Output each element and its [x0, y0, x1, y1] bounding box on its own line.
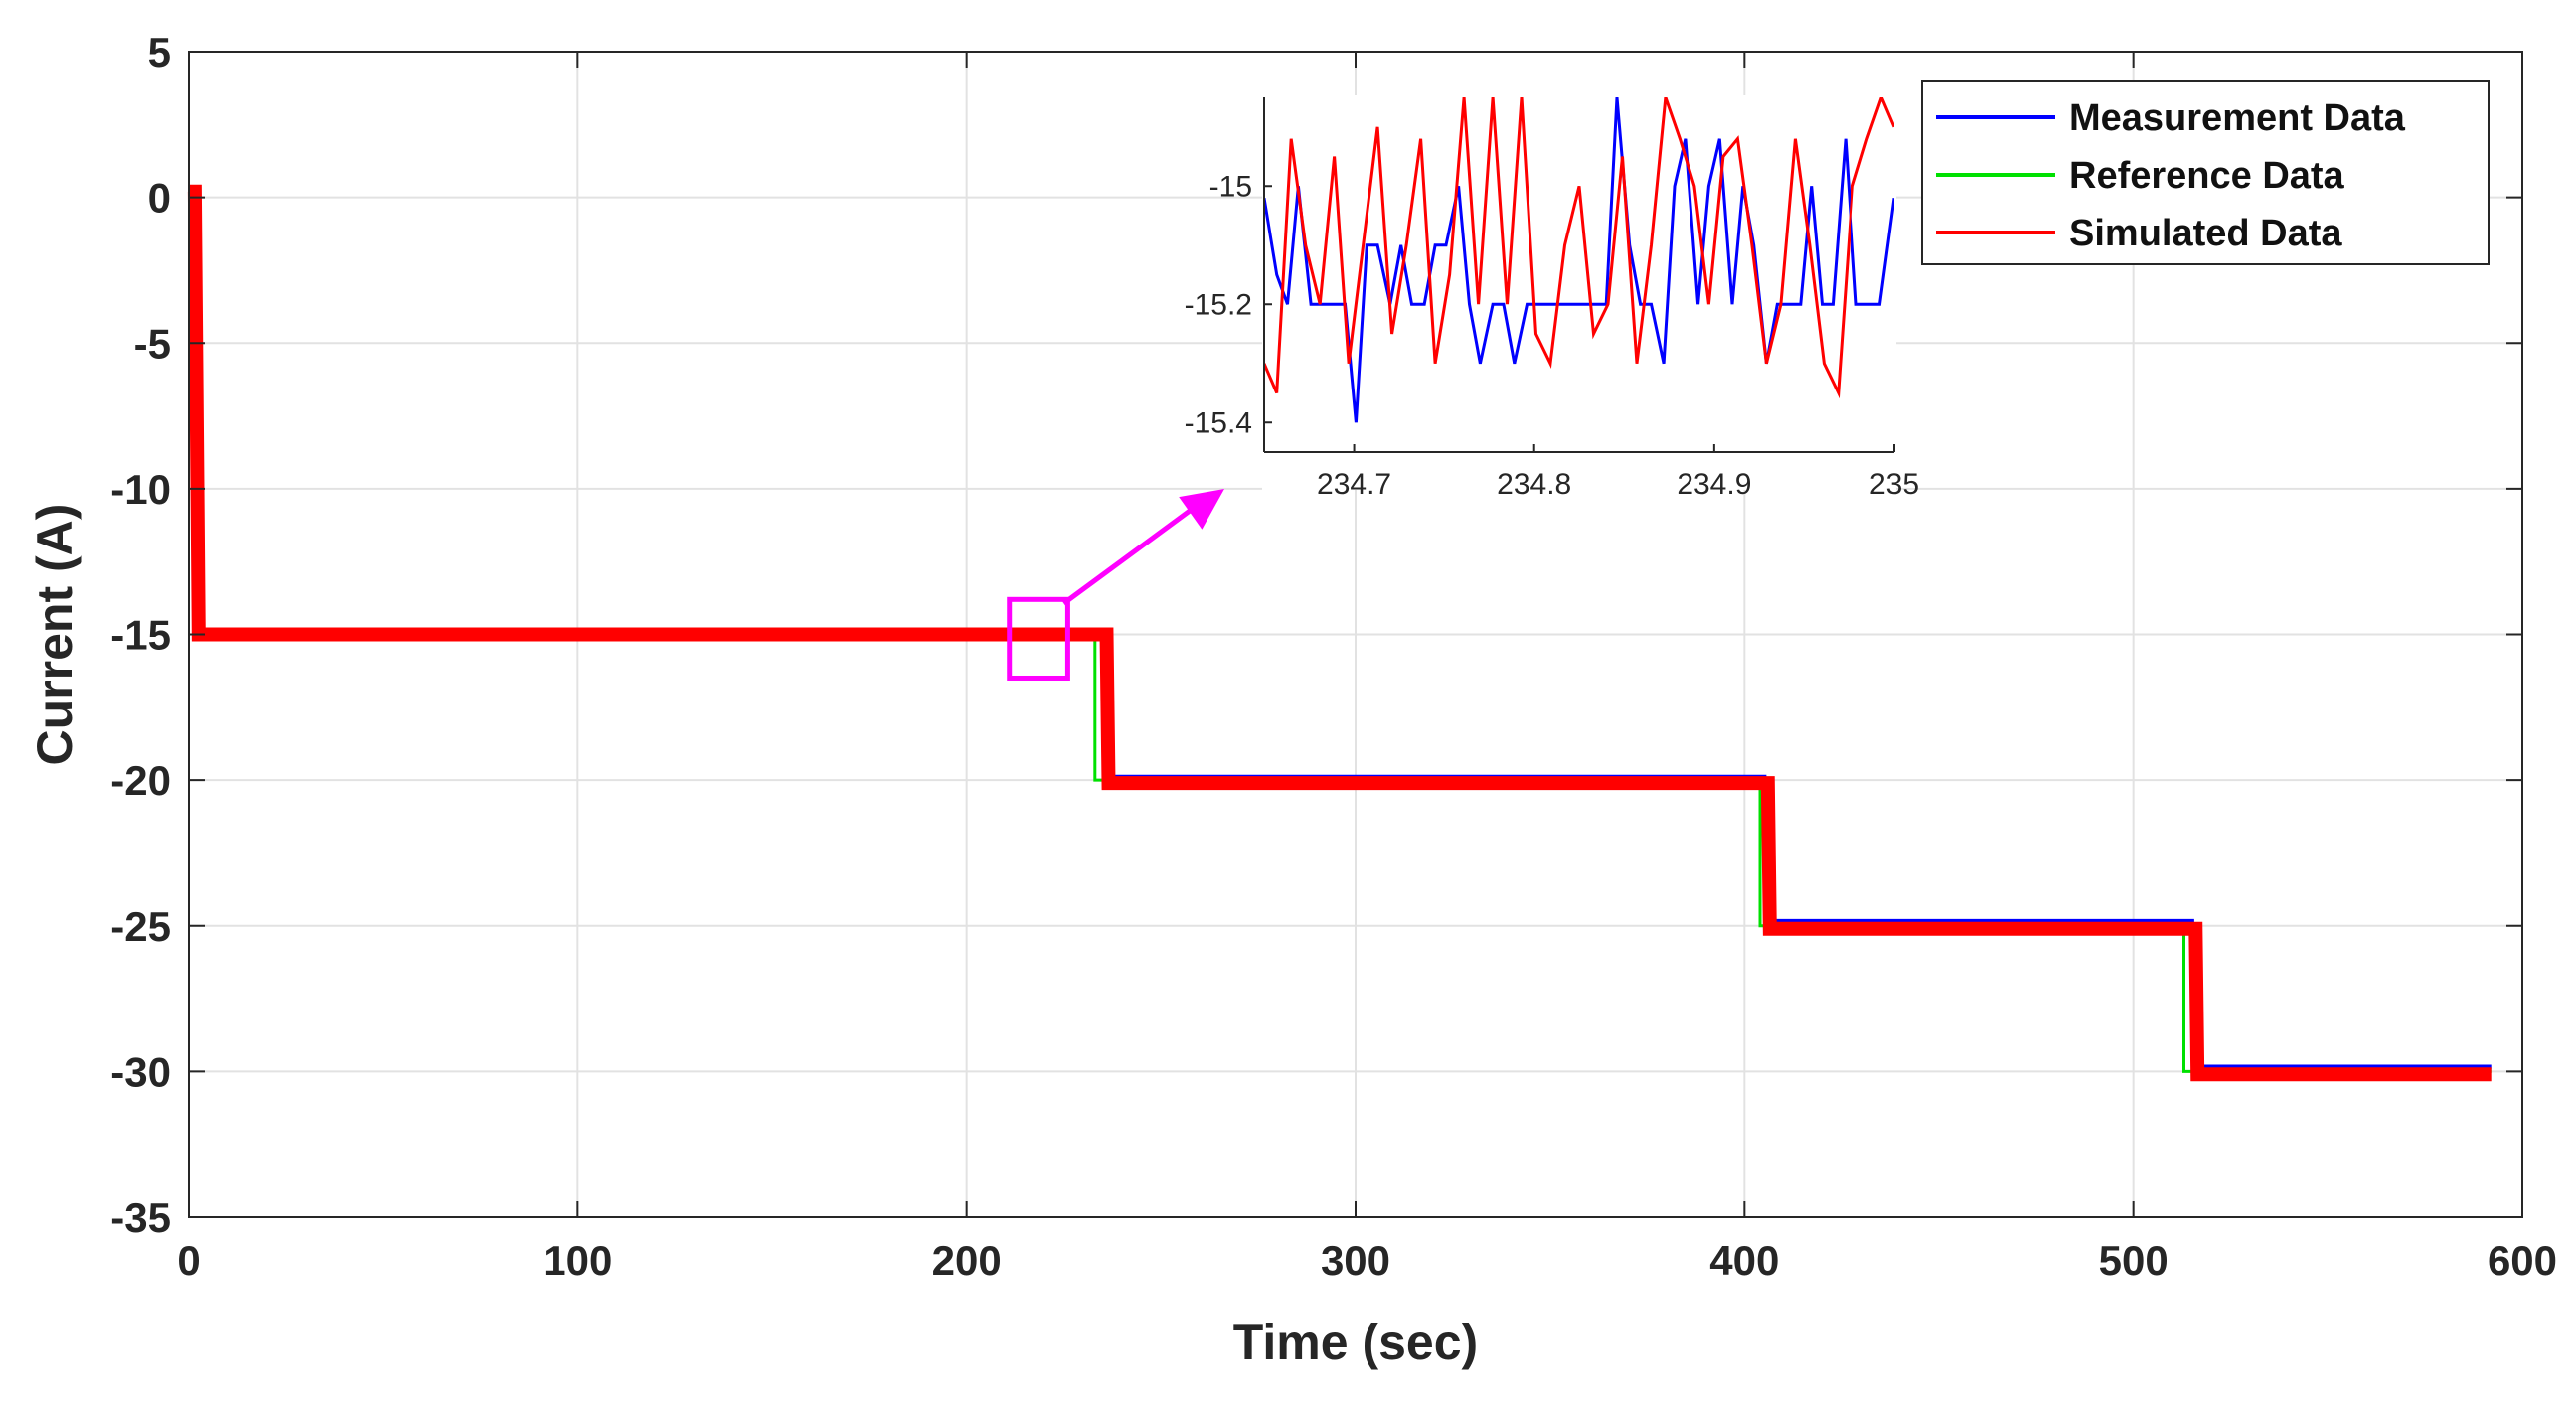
zoom-box — [1007, 596, 1070, 681]
inset-x-tick-label: 234.9 — [1677, 468, 1751, 501]
inset-zoom-plot: 234.7 234.8 234.9 235 -15 -15.2 -15.4 — [1185, 95, 1919, 501]
inset-x-tick-label: 235 — [1869, 468, 1919, 501]
y-tick-label: -30 — [110, 1048, 171, 1095]
inset-y-tick-label: -15.4 — [1185, 406, 1252, 439]
inset-background — [1262, 95, 1896, 490]
x-tick-label: 0 — [177, 1237, 200, 1284]
y-tick-label: -15 — [110, 612, 171, 659]
x-tick-label: 600 — [2488, 1237, 2557, 1284]
series-line-simulated-data — [187, 184, 2492, 1082]
y-axis-label: Current (A) — [27, 504, 82, 766]
x-tick-label: 300 — [1321, 1237, 1390, 1284]
y-tick-label: 0 — [148, 175, 171, 222]
zoom-arrow-head — [1179, 489, 1224, 530]
y-tick-label: -5 — [134, 320, 171, 367]
inset-series-line-simulated-data — [1264, 97, 1894, 399]
x-tick-label: 500 — [2099, 1237, 2169, 1284]
main-ticks: 0 100 200 300 400 500 600 5 0 -5 -10 -15 -20 -25 -30 -3… — [110, 29, 2557, 1284]
y-tick-label: -20 — [110, 757, 171, 804]
main-series-group — [187, 184, 2492, 1082]
x-tick-label: 400 — [1709, 1237, 1779, 1284]
legend-label-simulated-data: Simulated Data — [2069, 213, 2342, 254]
y-tick-label: 5 — [148, 29, 171, 76]
x-axis-label: Time (sec) — [1233, 1315, 1478, 1370]
zoom-arrow-shaft — [1061, 500, 1203, 606]
inset-x-tick-label: 234.7 — [1317, 468, 1391, 501]
inset-series-line-measurement-data — [1264, 97, 1894, 423]
zoom-annotation — [1007, 489, 1224, 681]
legend: Measurement Data Reference Data Simulated … — [1921, 80, 2490, 265]
x-tick-label: 100 — [543, 1237, 612, 1284]
x-tick-label: 200 — [932, 1237, 1002, 1284]
y-tick-label: -25 — [110, 903, 171, 950]
inset-y-tick-label: -15.2 — [1185, 288, 1252, 321]
y-tick-label: -10 — [110, 466, 171, 513]
inset-y-tick-label: -15 — [1209, 170, 1252, 203]
inset-x-tick-label: 234.8 — [1497, 468, 1571, 501]
legend-label-reference-data: Reference Data — [2069, 155, 2345, 197]
legend-label-measurement-data: Measurement Data — [2069, 97, 2406, 139]
y-tick-label: -35 — [110, 1194, 171, 1241]
